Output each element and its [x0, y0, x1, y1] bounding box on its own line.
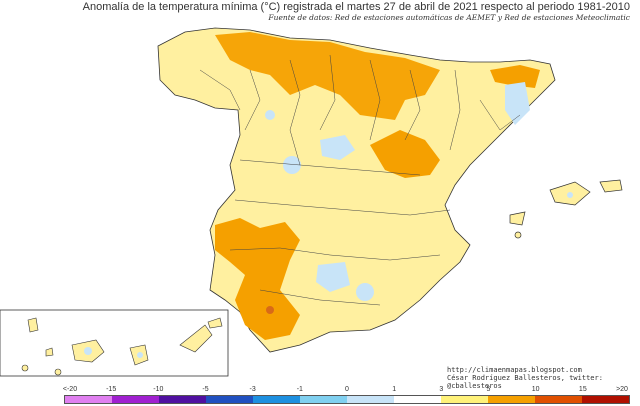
canary-inset-frame — [0, 309, 229, 377]
province-boundaries — [199, 54, 521, 306]
cool-spot-2 — [356, 283, 374, 301]
legend-tick-label: -10 — [153, 386, 164, 393]
balearic-islands — [509, 179, 623, 239]
map-title: Anomalía de la temperatura mínima (°C) r… — [82, 1, 630, 13]
warm-zone-south-west — [215, 218, 300, 340]
data-source: Fuente de datos: Red de estaciones autom… — [268, 13, 630, 22]
legend-segment — [65, 396, 112, 403]
legend-segment — [582, 396, 629, 403]
legend-segment — [394, 396, 441, 403]
hot-spot — [266, 306, 274, 314]
legend-tick-label: -3 — [249, 386, 256, 393]
legend-tick-label: 0 — [345, 386, 349, 393]
cool-zone-granada — [316, 262, 350, 292]
legend-tick-label: 5 — [486, 386, 491, 393]
legend-tick-label: 15 — [578, 386, 587, 393]
legend-tick-label: >20 — [616, 386, 628, 393]
credits-author: César Rodríguez Ballesteros, twitter: @c… — [447, 374, 603, 390]
legend-segment — [300, 396, 347, 403]
legend-color-bar — [64, 395, 630, 404]
cool-spot-1 — [283, 156, 301, 174]
legend-tick-label: -1 — [296, 386, 303, 393]
cool-zone-madrid — [320, 135, 355, 160]
legend-segment — [488, 396, 535, 403]
legend-tick-label: -15 — [106, 386, 117, 393]
legend-tick-label: 10 — [531, 386, 540, 393]
color-legend: <-20 -15 -10 -5 -3 -1 0 1 3 5 10 15 >20 — [62, 386, 630, 404]
legend-tick-label: 1 — [392, 386, 397, 393]
warm-zone-north — [215, 32, 440, 120]
legend-segment — [253, 396, 300, 403]
legend-segment — [441, 396, 488, 403]
credits-url[interactable]: http://climaenmapas.blogspot.com — [447, 366, 582, 374]
legend-segment — [347, 396, 394, 403]
credits: http://climaenmapas.blogspot.com César R… — [447, 366, 640, 390]
cool-zone-catalonia — [505, 82, 530, 125]
legend-segment — [535, 396, 582, 403]
legend-tick-label: <-20 — [62, 386, 78, 393]
warm-zone-ebro — [370, 130, 440, 178]
legend-segment — [206, 396, 253, 403]
warm-zone-catalonia — [490, 65, 540, 88]
legend-tick-label: 3 — [439, 386, 444, 393]
legend-segment — [112, 396, 159, 403]
legend-segment — [159, 396, 206, 403]
cool-spot-3 — [265, 110, 275, 120]
canary-islands — [21, 317, 223, 376]
legend-tick-label: -5 — [202, 386, 209, 393]
